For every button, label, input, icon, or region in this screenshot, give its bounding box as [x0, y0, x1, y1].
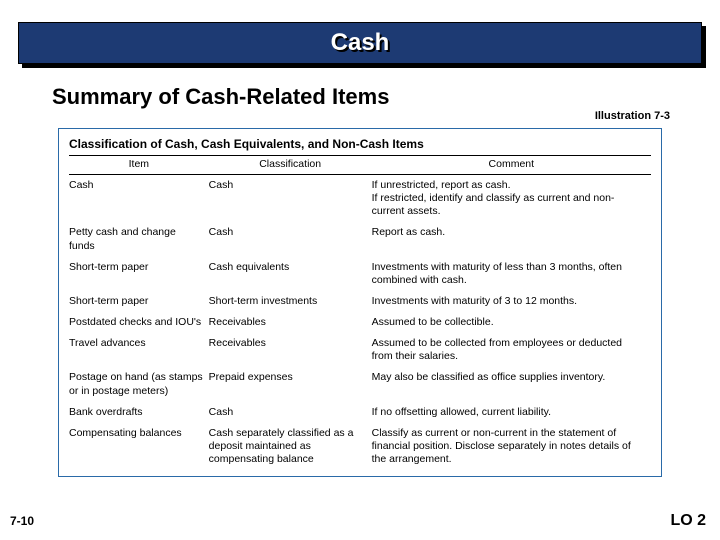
table-row: Bank overdraftsCashIf no offsetting allo… [69, 402, 651, 423]
classification-table-container: Classification of Cash, Cash Equivalents… [58, 128, 662, 477]
classification-table: Item Classification Comment CashCashIf u… [69, 155, 651, 470]
table-title: Classification of Cash, Cash Equivalents… [69, 137, 651, 151]
cell-classification: Prepaid expenses [209, 367, 372, 401]
cell-classification: Short-term investments [209, 291, 372, 312]
page-number: 7-10 [10, 514, 34, 528]
cell-comment: May also be classified as office supplie… [372, 367, 651, 401]
col-header-comment: Comment [372, 156, 651, 175]
col-header-classification: Classification [209, 156, 372, 175]
cell-item: Short-term paper [69, 257, 209, 291]
cell-item: Cash [69, 175, 209, 223]
cell-item: Postdated checks and IOU's [69, 312, 209, 333]
cell-item: Travel advances [69, 333, 209, 367]
cell-comment: Assumed to be collected from employees o… [372, 333, 651, 367]
table-row: Short-term paperCash equivalentsInvestme… [69, 257, 651, 291]
cell-comment: If no offsetting allowed, current liabil… [372, 402, 651, 423]
cell-comment: If unrestricted, report as cash.If restr… [372, 175, 651, 223]
col-header-item: Item [69, 156, 209, 175]
table-row: Travel advancesReceivablesAssumed to be … [69, 333, 651, 367]
illustration-label: Illustration 7-3 [595, 110, 670, 122]
cell-classification: Receivables [209, 312, 372, 333]
cell-item: Petty cash and change funds [69, 222, 209, 256]
title-banner: Cash [18, 22, 702, 64]
learning-objective: LO 2 [670, 512, 706, 530]
cell-comment: Report as cash. [372, 222, 651, 256]
cell-classification: Cash [209, 175, 372, 223]
cell-item: Compensating balances [69, 423, 209, 470]
cell-item: Bank overdrafts [69, 402, 209, 423]
table-row: Short-term paperShort-term investmentsIn… [69, 291, 651, 312]
table-row: Postdated checks and IOU'sReceivablesAss… [69, 312, 651, 333]
table-row: Compensating balancesCash separately cla… [69, 423, 651, 470]
cell-classification: Cash [209, 222, 372, 256]
table-header-row: Item Classification Comment [69, 156, 651, 175]
banner-body: Cash [18, 22, 702, 64]
cell-classification: Cash separately classified as a deposit … [209, 423, 372, 470]
cell-classification: Cash [209, 402, 372, 423]
banner-title: Cash [331, 29, 390, 57]
table-row: Postage on hand (as stamps or in postage… [69, 367, 651, 401]
cell-item: Short-term paper [69, 291, 209, 312]
cell-item: Postage on hand (as stamps or in postage… [69, 367, 209, 401]
page-subtitle: Summary of Cash-Related Items [52, 84, 389, 110]
table-row: Petty cash and change fundsCashReport as… [69, 222, 651, 256]
cell-comment: Investments with maturity of less than 3… [372, 257, 651, 291]
cell-comment: Classify as current or non-current in th… [372, 423, 651, 470]
cell-comment: Investments with maturity of 3 to 12 mon… [372, 291, 651, 312]
cell-classification: Cash equivalents [209, 257, 372, 291]
cell-comment: Assumed to be collectible. [372, 312, 651, 333]
cell-classification: Receivables [209, 333, 372, 367]
table-row: CashCashIf unrestricted, report as cash.… [69, 175, 651, 223]
